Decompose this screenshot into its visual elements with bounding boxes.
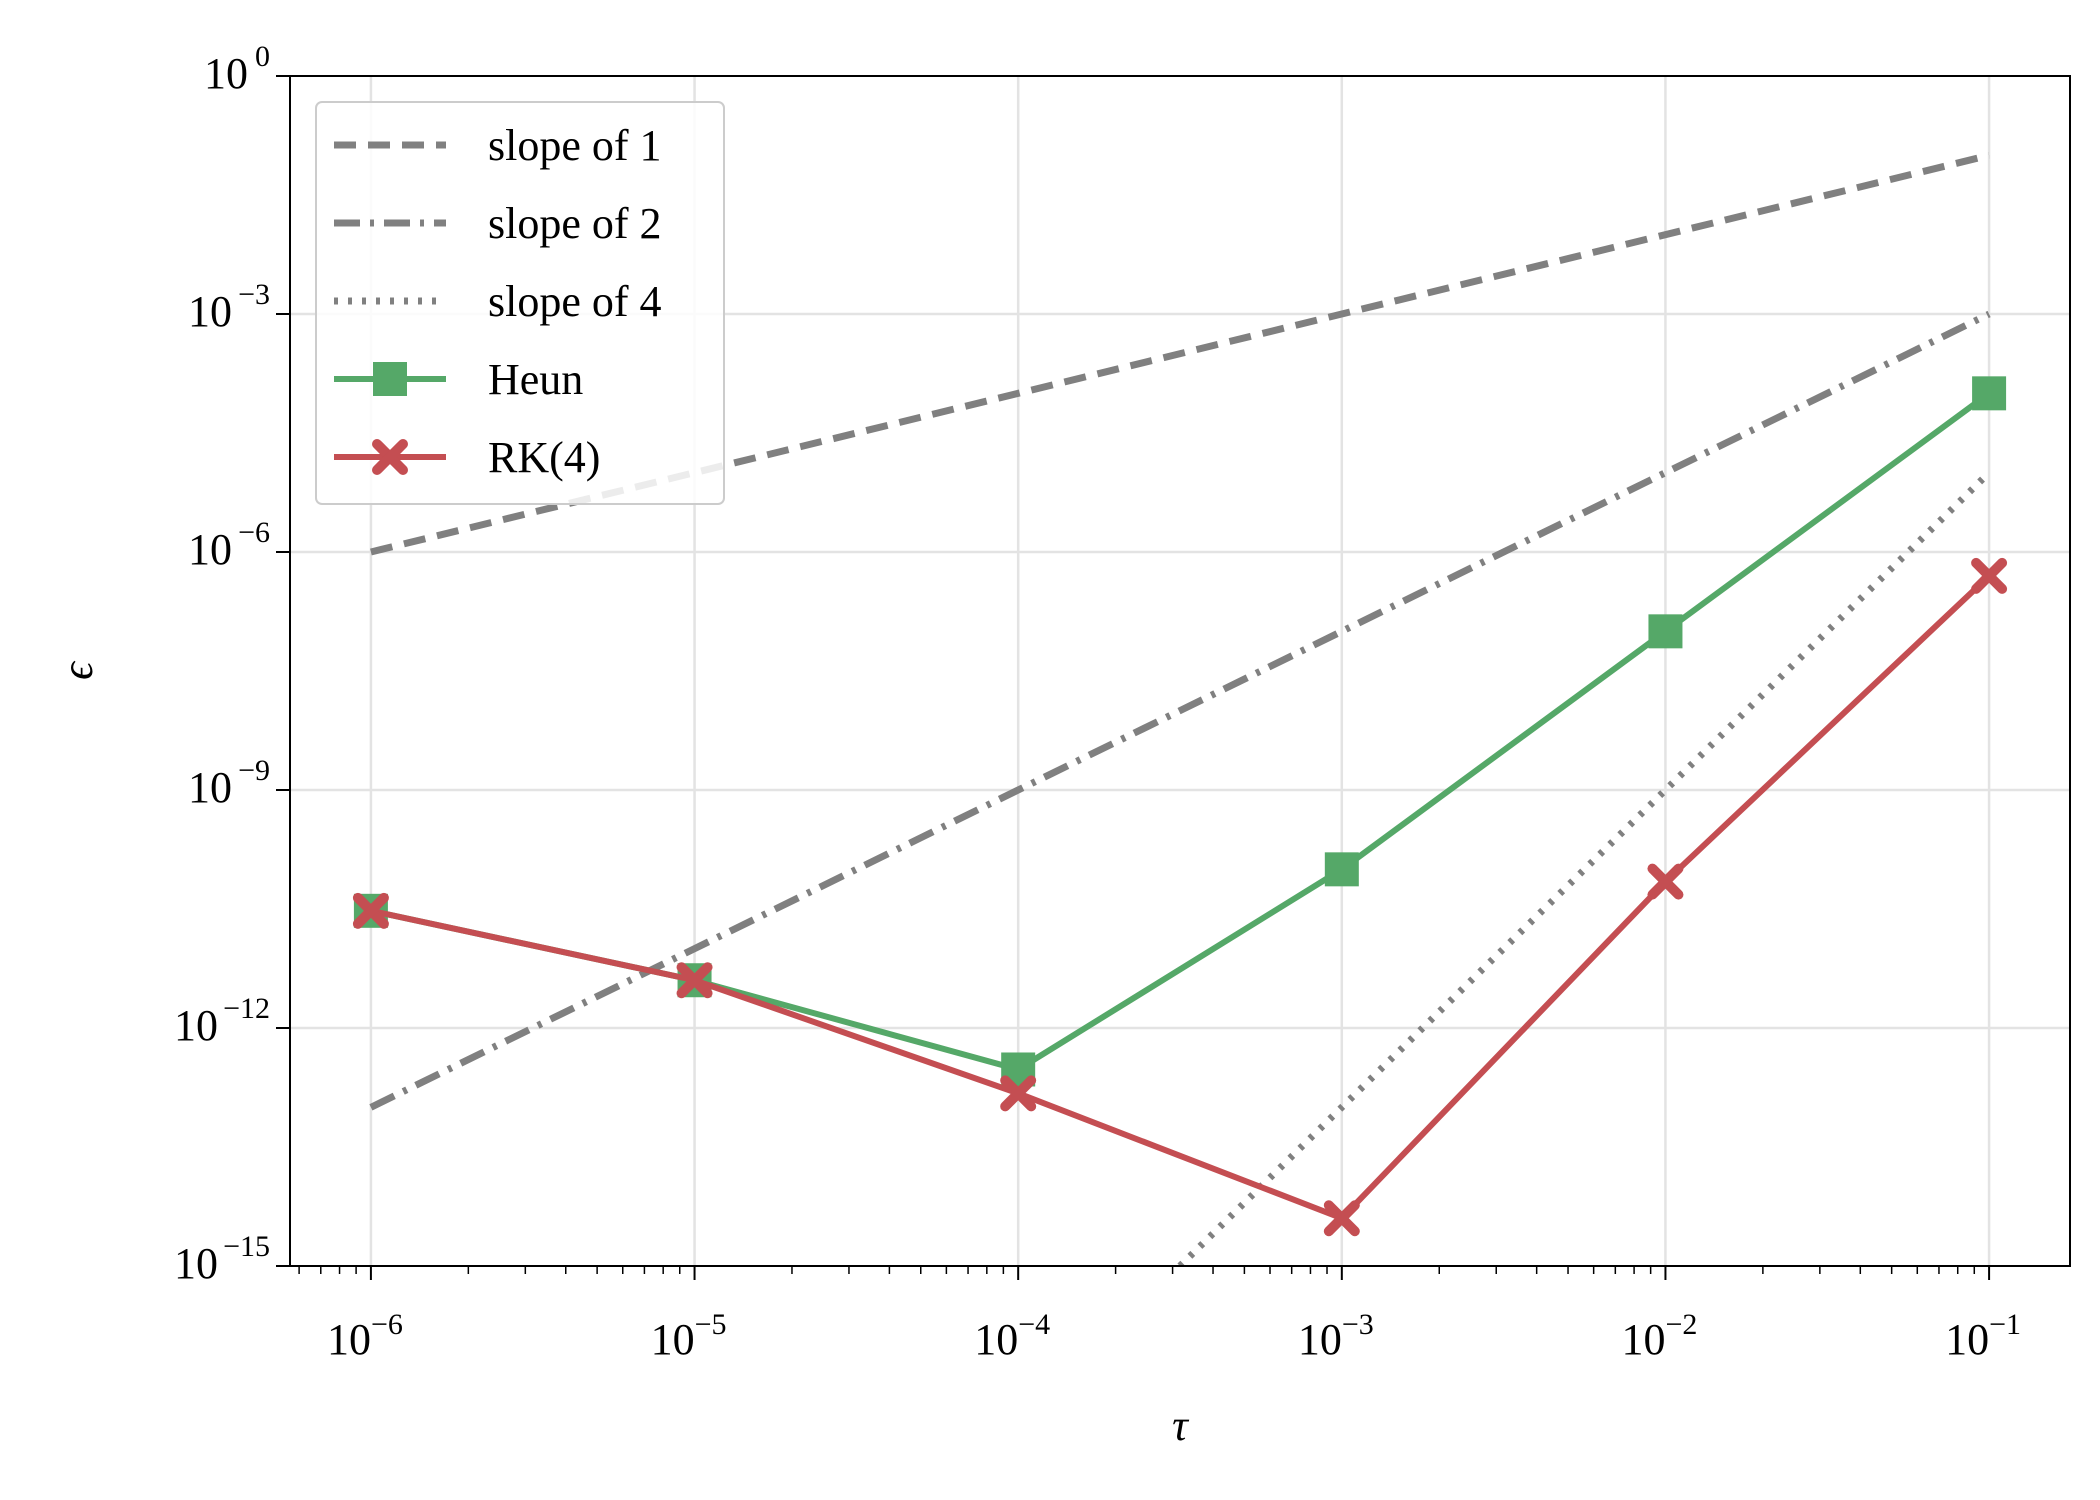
series-rk-4 — [352, 557, 2008, 1237]
legend-label: slope of 1 — [488, 121, 662, 170]
series-line — [1177, 470, 1992, 1266]
series-slope-of-2 — [369, 310, 1991, 1111]
axes-frame — [289, 75, 2071, 1267]
legend-box — [315, 101, 725, 505]
square-marker — [1324, 852, 1359, 887]
y-tick-label: 10 — [174, 1239, 218, 1288]
y-tick-label: 10 — [204, 49, 248, 98]
x-marker — [1971, 557, 2008, 594]
x-tick-label: 10−3 — [1298, 1308, 1374, 1364]
y-tick-exponent: −15 — [223, 1230, 270, 1263]
x-marker — [1000, 1075, 1037, 1112]
x-marker — [352, 892, 389, 929]
x-tick-label: 10−5 — [651, 1308, 727, 1364]
square-marker — [1648, 614, 1683, 649]
x-minor-ticks — [298, 1266, 1976, 1274]
square-marker — [373, 362, 407, 396]
x-marker — [1323, 1200, 1360, 1237]
legend: slope of 1 slope of 2 slope of 4 Heun RK(4) — [315, 101, 725, 505]
y-tick-label: 10 — [174, 1001, 218, 1050]
x-marker — [1647, 863, 1684, 900]
x-axis-ticks: 10−6 10−5 10−4 10−3 10−2 10−1 — [327, 1266, 2021, 1364]
legend-label: slope of 4 — [488, 277, 662, 326]
y-tick-exponent: −9 — [238, 754, 270, 787]
x-axis-label: τ — [1172, 1401, 1190, 1450]
y-tick-label: 10 — [188, 287, 232, 336]
x-tick-label: 10−2 — [1621, 1308, 1697, 1364]
legend-item: slope of 2 — [334, 199, 662, 248]
legend-label: Heun — [488, 355, 583, 404]
legend-item: slope of 4 — [334, 277, 662, 326]
legend-item: Heun — [334, 355, 583, 404]
y-tick-exponent: −12 — [223, 992, 270, 1025]
y-tick-exponent: 0 — [255, 40, 270, 73]
series-line — [369, 310, 1991, 1111]
y-axis-label: ϵ — [53, 660, 102, 680]
legend-label: slope of 2 — [488, 199, 662, 248]
legend-item: slope of 1 — [334, 121, 662, 170]
square-marker — [1972, 376, 2007, 411]
y-tick-exponent: −6 — [238, 516, 270, 549]
legend-item: RK(4) — [334, 433, 600, 482]
legend-label: RK(4) — [488, 433, 600, 482]
x-marker — [676, 962, 713, 999]
series-slope-of-4 — [1177, 470, 1992, 1266]
x-tick-label: 10−1 — [1945, 1308, 2021, 1364]
x-marker — [372, 439, 408, 475]
y-tick-label: 10 — [188, 525, 232, 574]
series-line — [370, 573, 1992, 1222]
x-tick-label: 10−6 — [327, 1308, 403, 1364]
x-tick-label: 10−4 — [974, 1308, 1050, 1364]
y-tick-label: 10 — [188, 763, 232, 812]
y-tick-exponent: −3 — [238, 278, 270, 311]
